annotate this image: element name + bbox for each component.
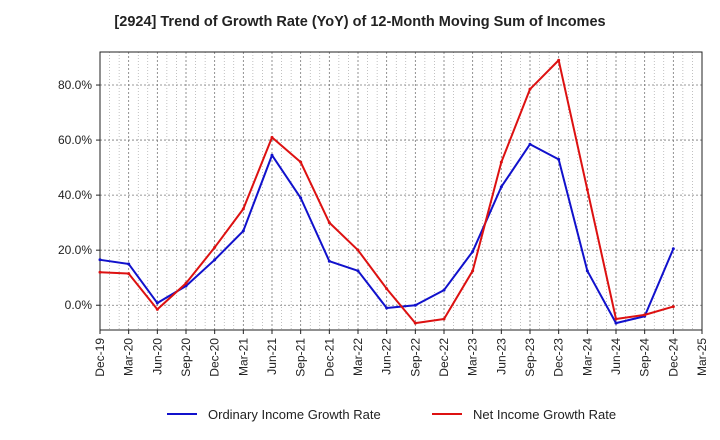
x-tick-label: Mar-21 bbox=[236, 338, 250, 376]
data-point bbox=[356, 269, 360, 273]
data-point bbox=[471, 250, 475, 254]
data-point bbox=[327, 221, 331, 225]
data-point bbox=[270, 135, 274, 139]
data-point bbox=[356, 248, 360, 252]
data-point bbox=[413, 321, 417, 325]
chart-title: [2924] Trend of Growth Rate (YoY) of 12-… bbox=[114, 14, 606, 30]
data-point bbox=[385, 287, 389, 291]
data-point bbox=[557, 157, 561, 161]
data-point bbox=[98, 270, 102, 274]
y-tick-label: 40.0% bbox=[58, 188, 92, 202]
data-point bbox=[528, 87, 532, 91]
data-point bbox=[155, 307, 159, 311]
legend-label-1: Ordinary Income Growth Rate bbox=[208, 407, 381, 422]
data-point bbox=[643, 313, 647, 317]
x-tick-label: Mar-22 bbox=[351, 338, 365, 376]
data-point bbox=[385, 306, 389, 310]
x-tick-label: Mar-24 bbox=[580, 338, 594, 376]
data-point bbox=[127, 262, 131, 266]
data-point bbox=[442, 317, 446, 321]
data-point bbox=[327, 259, 331, 263]
data-point bbox=[671, 305, 675, 309]
x-tick-label: Sep-22 bbox=[408, 338, 422, 377]
legend: Ordinary Income Growth Rate Net Income Gr… bbox=[167, 407, 616, 422]
y-tick-label: 60.0% bbox=[58, 133, 92, 147]
data-point bbox=[241, 207, 245, 211]
x-tick-label: Dec-19 bbox=[93, 338, 107, 377]
x-tick-label: Sep-20 bbox=[179, 338, 193, 377]
data-point bbox=[155, 301, 159, 305]
x-tick-label: Dec-23 bbox=[552, 338, 566, 377]
x-tick-label: Sep-21 bbox=[294, 338, 308, 377]
x-tick-label: Sep-24 bbox=[638, 338, 652, 377]
data-point bbox=[213, 245, 217, 249]
data-point bbox=[499, 185, 503, 189]
data-point bbox=[614, 321, 618, 325]
data-point bbox=[299, 160, 303, 164]
x-tick-label: Mar-23 bbox=[466, 338, 480, 376]
series-layer bbox=[98, 58, 675, 325]
axes: 0.0% 20.0% 40.0% 60.0% 80.0% Dec-19 Mar-20 Jun-… bbox=[58, 51, 709, 377]
data-point bbox=[442, 288, 446, 292]
plot-frame bbox=[99, 51, 703, 331]
plot-area bbox=[100, 52, 702, 330]
data-point bbox=[98, 258, 102, 262]
data-point bbox=[614, 317, 618, 321]
data-point bbox=[499, 160, 503, 164]
y-tick-label: 20.0% bbox=[58, 243, 92, 257]
x-tick-label: Jun-21 bbox=[265, 338, 279, 375]
data-point bbox=[528, 142, 532, 146]
x-tick-label: Dec-21 bbox=[322, 338, 336, 377]
x-tick-label: Jun-20 bbox=[150, 338, 164, 375]
x-tick-label: Dec-24 bbox=[666, 338, 680, 377]
data-point bbox=[270, 153, 274, 157]
data-point bbox=[671, 247, 675, 251]
data-point bbox=[299, 196, 303, 200]
x-tick-label: Dec-20 bbox=[208, 338, 222, 377]
y-tick-label: 80.0% bbox=[58, 78, 92, 92]
x-tick-label: Jun-22 bbox=[380, 338, 394, 375]
data-point bbox=[413, 303, 417, 307]
data-point bbox=[585, 269, 589, 273]
data-point bbox=[557, 58, 561, 62]
x-tick-label: Sep-23 bbox=[523, 338, 537, 377]
x-tick-label: Mar-20 bbox=[122, 338, 136, 376]
legend-label-2: Net Income Growth Rate bbox=[473, 407, 616, 422]
grid bbox=[99, 52, 703, 330]
data-point bbox=[127, 272, 131, 276]
x-tick-label: Mar-25 bbox=[695, 338, 709, 376]
data-point bbox=[241, 229, 245, 233]
y-tick-label: 0.0% bbox=[65, 298, 93, 312]
data-point bbox=[585, 188, 589, 192]
x-tick-label: Jun-23 bbox=[494, 338, 508, 375]
data-point bbox=[184, 281, 188, 285]
data-point bbox=[213, 258, 217, 262]
x-tick-label: Jun-24 bbox=[609, 338, 623, 375]
x-tick-label: Dec-22 bbox=[437, 338, 451, 377]
data-point bbox=[471, 269, 475, 273]
